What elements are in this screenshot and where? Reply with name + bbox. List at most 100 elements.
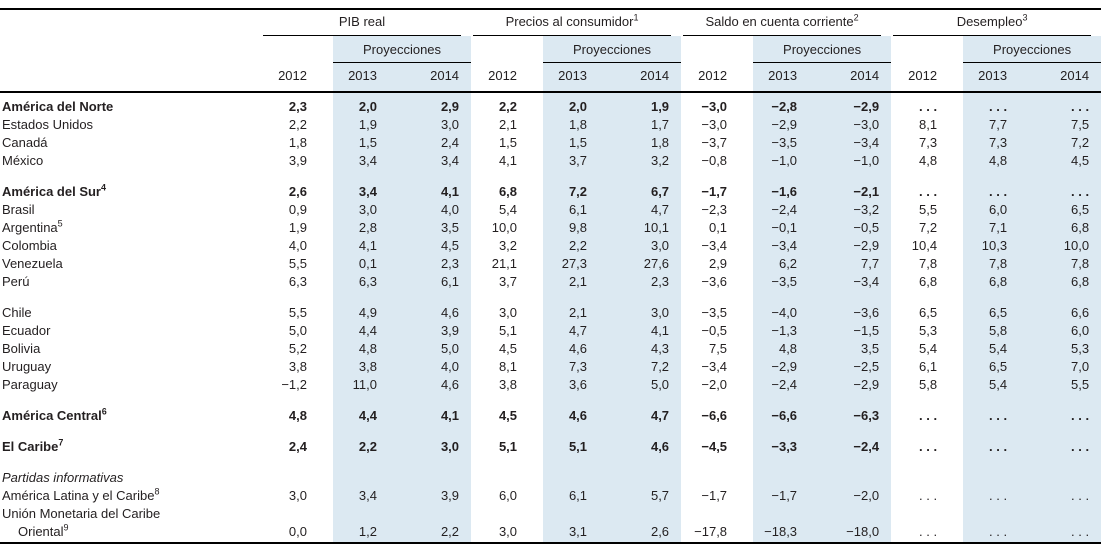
group-label: Desempleo (956, 14, 1023, 29)
value-cell: 3,9 (399, 487, 472, 505)
value-cell: 3,0 (399, 438, 472, 456)
row-label: Perú (2, 274, 30, 289)
year-header: 2013 (333, 63, 399, 93)
blank-cell (0, 63, 261, 93)
value-cell: 2,9 (708, 256, 728, 271)
value-cell: 3,7 (543, 152, 610, 170)
projections-header-row: Proyecciones Proyecciones Proyecciones P… (0, 36, 1101, 63)
table-row: Paraguay −1,2 11,0 4,6 3,8 3,6 5,0 −2,0 −2,4 −2,9… (0, 376, 1101, 394)
row-label: Venezuela (2, 256, 63, 271)
value-cell: 5,3 (919, 323, 938, 338)
value-cell: −6,3 (819, 407, 892, 425)
value-cell: 3,8 (288, 359, 307, 374)
row-label: América Latina y el Caribe8 (2, 486, 160, 503)
value-cell (471, 469, 543, 487)
value-cell: . . . (1029, 505, 1101, 543)
value-cell: 6,3 (333, 273, 399, 291)
row-label: Chile (2, 305, 32, 320)
value-cell: 4,8 (288, 408, 307, 423)
value-cell (261, 469, 333, 487)
value-cell: 3,4 (333, 183, 399, 201)
value-cell (753, 469, 820, 487)
table-row: Unión Monetaria del Caribe Oriental9 0,0 1,… (0, 505, 1101, 543)
value-cell: −3,4 (701, 238, 728, 253)
value-cell: 3,8 (498, 377, 518, 392)
value-cell: 6,1 (543, 201, 610, 219)
value-cell: 4,8 (333, 340, 399, 358)
value-cell: −1,6 (753, 183, 820, 201)
year-header: 2014 (1029, 63, 1101, 93)
group-header-precios: Precios al consumidor1 (471, 9, 681, 36)
value-cell: 11,0 (333, 376, 399, 394)
year-header: 2012 (681, 63, 754, 93)
value-cell: 6,1 (399, 273, 472, 291)
value-cell: −3,4 (753, 237, 820, 255)
value-cell: 1,9 (333, 116, 399, 134)
value-cell: 2,0 (333, 92, 399, 116)
value-cell: . . . (1029, 438, 1101, 456)
value-cell: 7,8 (963, 255, 1030, 273)
value-cell: −6,6 (701, 408, 728, 423)
value-cell: 6,8 (919, 274, 938, 289)
value-cell: . . . (963, 487, 1030, 505)
value-cell: 2,6 (609, 505, 682, 543)
value-cell: −0,5 (819, 219, 892, 237)
value-cell: −3,6 (701, 274, 728, 289)
value-cell: 3,9 (399, 322, 472, 340)
table-row: México 3,9 3,4 3,4 4,1 3,7 3,2 −0,8 −1,0 −1,0 4,8 4… (0, 152, 1101, 170)
value-cell: −2,1 (819, 183, 892, 201)
value-cell: 6,7 (609, 183, 682, 201)
value-cell: 6,1 (543, 487, 610, 505)
value-cell: 6,0 (498, 488, 518, 503)
value-cell: −3,6 (819, 304, 892, 322)
value-cell: . . . (1029, 407, 1101, 425)
group-label: PIB real (338, 14, 386, 29)
value-cell: 3,0 (399, 116, 472, 134)
table-row: Colombia 4,0 4,1 4,5 3,2 2,2 3,0 −3,4 −3,4 −2,9 10… (0, 237, 1101, 255)
value-cell: 5,4 (498, 202, 518, 217)
value-cell: −0,1 (753, 219, 820, 237)
value-cell: 4,0 (288, 238, 307, 253)
projections-header: Proyecciones (543, 36, 682, 63)
value-cell: 5,1 (498, 323, 518, 338)
value-cell: 5,0 (399, 340, 472, 358)
value-cell: 3,8 (333, 358, 399, 376)
economic-projections-table: PIB real Precios al consumidor1 Saldo en… (0, 8, 1101, 544)
value-cell (963, 469, 1030, 487)
table-row: Canadá 1,8 1,5 2,4 1,5 1,5 1,8 −3,7 −3,5 −3,4 7,3 7… (0, 134, 1101, 152)
table-row: América del Norte 2,3 2,0 2,9 2,2 2,0 1,9 −3,0−… (0, 92, 1101, 116)
spacer-row (0, 394, 1101, 407)
value-cell: 5,4 (963, 340, 1030, 358)
value-cell: 7,5 (708, 341, 728, 356)
value-cell: 4,1 (399, 407, 472, 425)
value-cell: 4,7 (543, 322, 610, 340)
value-cell: 4,0 (399, 201, 472, 219)
projections-header: Proyecciones (333, 36, 472, 63)
table-row: Estados Unidos 2,2 1,9 3,0 2,1 1,8 1,7 −3,0 −2,9… (0, 116, 1101, 134)
table-header: PIB real Precios al consumidor1 Saldo en… (0, 9, 1101, 93)
value-cell: −2,4 (753, 376, 820, 394)
footnote-marker: 4 (101, 182, 107, 193)
value-cell: −4,0 (753, 304, 820, 322)
table-row: Brasil 0,9 3,0 4,0 5,4 6,1 4,7 −2,3 −2,4 −3,2 5,5 6… (0, 201, 1101, 219)
value-cell: 5,5 (1029, 376, 1101, 394)
value-cell: 3,4 (333, 487, 399, 505)
value-cell: 4,8 (753, 340, 820, 358)
value-cell: 5,5 (288, 256, 307, 271)
value-cell: −1,7 (753, 487, 820, 505)
value-cell: 3,4 (333, 152, 399, 170)
footnote-marker: 7 (58, 437, 64, 448)
value-cell: 4,7 (609, 407, 682, 425)
value-cell: 0,0 (288, 524, 307, 539)
group-label: Precios al consumidor (505, 14, 634, 29)
value-cell: 7,2 (919, 220, 938, 235)
value-cell: −3,3 (753, 438, 820, 456)
value-cell: 2,4 (399, 134, 472, 152)
value-cell: 1,5 (333, 134, 399, 152)
value-cell: 3,0 (609, 304, 682, 322)
value-cell: −0,8 (701, 153, 728, 168)
value-cell: 4,7 (609, 201, 682, 219)
year-header: 2012 (891, 63, 964, 93)
group-label: Saldo en cuenta corriente (705, 14, 854, 29)
year-header: 2014 (819, 63, 892, 93)
